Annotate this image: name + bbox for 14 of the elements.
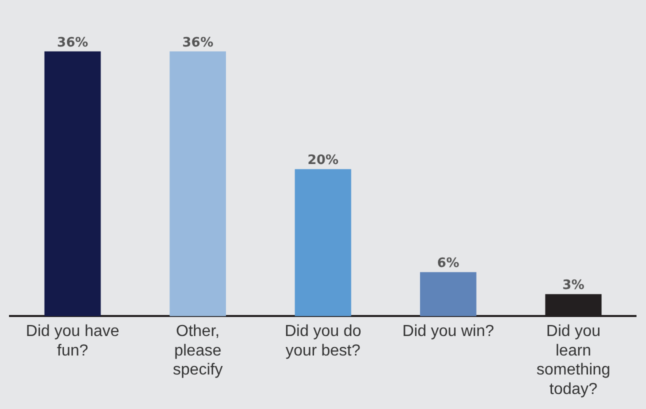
data-label: 3% <box>562 278 584 294</box>
bar <box>170 51 226 316</box>
x-tick-label: Did you have fun? <box>26 323 120 360</box>
bar <box>294 169 352 316</box>
x-tick-label: Did you win? <box>402 323 494 340</box>
x-tick-label: Did you do your best? <box>284 323 362 360</box>
x-tick-label: Did you learn something today? <box>536 323 610 398</box>
data-label: 6% <box>437 256 460 271</box>
x-tick-label: Other, please specify <box>172 323 223 379</box>
data-label: 20% <box>307 152 339 168</box>
bar <box>420 272 476 316</box>
data-label: 36% <box>182 35 214 50</box>
data-label: 36% <box>57 35 88 50</box>
bar <box>44 51 101 316</box>
